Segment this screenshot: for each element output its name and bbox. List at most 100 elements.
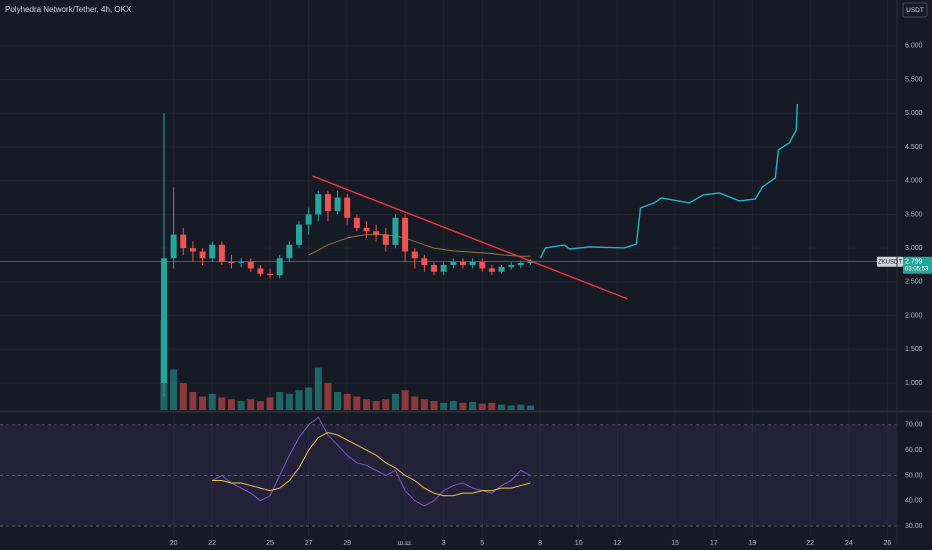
volume-bar: [488, 402, 496, 410]
x-tick-label: 29: [343, 540, 351, 547]
currency-label[interactable]: USDT: [906, 7, 924, 14]
y-tick-label: 40.00: [905, 498, 923, 505]
rsi-band: [0, 424, 897, 527]
volume-bar: [314, 367, 322, 410]
volume-bar: [305, 387, 313, 410]
volume-bar: [478, 403, 486, 410]
countdown-label: 03:05:53: [905, 266, 929, 272]
x-tick-label: 25: [266, 540, 274, 547]
candle-body: [402, 217, 409, 252]
candle-body: [257, 268, 264, 274]
volume-bar: [440, 402, 448, 410]
candle-body: [469, 261, 476, 266]
candle-body: [508, 265, 515, 268]
volume-bar: [266, 397, 274, 410]
candle-body: [324, 194, 331, 212]
volume-bar: [276, 392, 284, 410]
price-tag: [903, 256, 932, 274]
candle-body: [228, 261, 235, 263]
volume-bar: [449, 401, 457, 410]
volume-bar: [372, 401, 380, 410]
volume-bar: [430, 401, 438, 410]
x-tick-label: 20: [170, 540, 178, 547]
volume-bar: [382, 399, 390, 410]
y-tick-label: 2.000: [905, 312, 923, 319]
x-tick-label: 3: [442, 540, 446, 547]
y-tick-label: 5.000: [905, 110, 923, 117]
rsi-line: [212, 431, 531, 497]
candle-body: [440, 265, 447, 272]
volume-bar: [343, 393, 351, 410]
candle-body: [199, 251, 206, 259]
volume-bar: [401, 390, 409, 410]
candle-body: [517, 262, 524, 266]
volume-bar: [285, 393, 293, 410]
x-tick-label: 10: [575, 540, 583, 547]
moving-average: [308, 234, 531, 257]
volume-bar: [237, 401, 245, 410]
y-tick-label: 2.500: [905, 279, 923, 286]
candle-body: [276, 258, 283, 276]
candle-body: [363, 227, 370, 232]
candle-body: [382, 234, 389, 245]
candle-body: [392, 217, 399, 245]
y-tick-label: 70.00: [905, 422, 923, 429]
volume-bar: [208, 393, 216, 410]
volume-bar: [295, 390, 303, 410]
volume-bar: [256, 401, 264, 410]
volume-bar: [170, 369, 178, 410]
symbol-label: ZKUSDT: [878, 259, 902, 265]
candle-body: [459, 261, 466, 266]
y-tick-label: 1.000: [905, 380, 923, 387]
x-tick-label: ш.ш.: [398, 540, 413, 547]
volume-bar: [498, 404, 506, 410]
candle-body: [267, 273, 274, 276]
candle-body: [247, 261, 254, 269]
volume-bar: [353, 396, 361, 410]
candle-body: [189, 248, 196, 252]
trend-line: [312, 175, 628, 300]
volume-bar: [247, 399, 255, 410]
volume-bar: [459, 402, 467, 410]
volume-bar: [189, 392, 197, 410]
y-tick-label: 4.500: [905, 144, 923, 151]
x-tick-label: 19: [748, 540, 756, 547]
volume-bar: [517, 404, 525, 410]
volume-bar: [199, 396, 207, 410]
candle-body: [296, 224, 302, 245]
rsi-line: [211, 416, 531, 507]
candle-body: [180, 234, 187, 249]
volume-bar: [507, 405, 515, 410]
y-tick-label: 3.000: [905, 245, 923, 252]
candle-body: [334, 197, 341, 212]
y-tick-label: 30.00: [905, 523, 923, 530]
candle-body: [305, 214, 312, 225]
candle-body: [527, 261, 534, 263]
currency-button[interactable]: [902, 2, 928, 18]
x-tick-label: 5: [480, 540, 484, 547]
candle-body: [160, 258, 167, 384]
volume-bar: [363, 399, 371, 410]
x-tick-label: 27: [305, 540, 313, 547]
chart-title: Polyhedra Network/Tether, 4h, OKX: [5, 5, 132, 14]
volume-bar: [334, 392, 342, 410]
last-price-label: 2.799: [905, 259, 923, 266]
y-tick-label: 4.000: [905, 178, 923, 185]
candle-body: [218, 244, 225, 262]
volume-bar: [469, 401, 477, 410]
x-tick-label: 26: [883, 540, 891, 547]
candle-body: [373, 231, 380, 235]
candle-body: [286, 244, 293, 259]
candle-body: [498, 267, 505, 272]
candle-body: [315, 194, 322, 215]
projection-line: [539, 103, 798, 259]
volume-bar: [391, 393, 399, 410]
x-tick-label: 8: [538, 540, 542, 547]
y-tick-label: 3.500: [905, 211, 923, 218]
volume-bar: [420, 399, 428, 410]
candle-body: [411, 251, 418, 259]
x-tick-label: 15: [671, 540, 679, 547]
y-tick-label: 60.00: [905, 447, 923, 454]
x-tick-label: 17: [710, 540, 718, 547]
